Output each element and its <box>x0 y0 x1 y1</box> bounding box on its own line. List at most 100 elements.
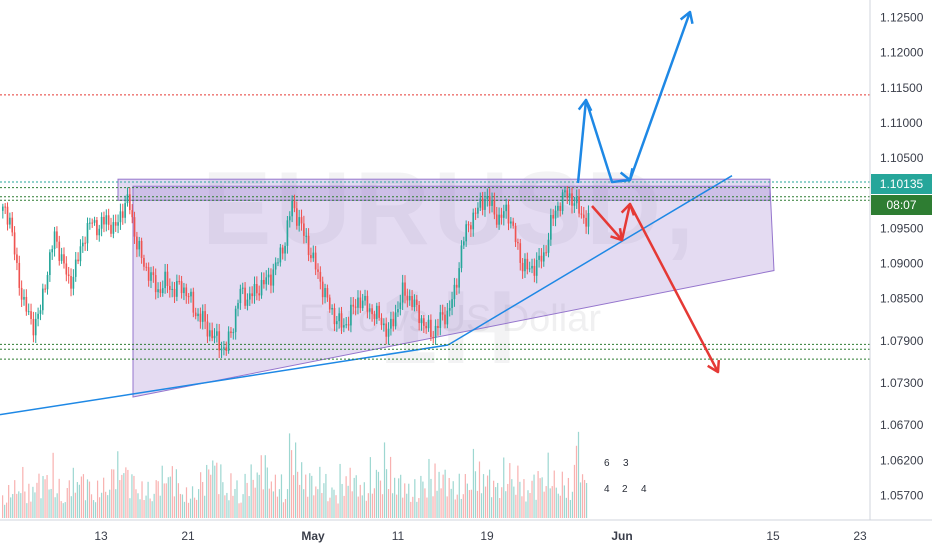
volume-bar <box>491 497 493 518</box>
volume-bar <box>60 501 62 518</box>
candle-body <box>561 192 564 211</box>
candle-body <box>253 283 256 297</box>
candle-body <box>152 272 155 276</box>
volume-bar <box>307 496 309 518</box>
volume-bar <box>571 491 574 518</box>
candles <box>2 186 590 358</box>
volume-bar <box>410 501 412 518</box>
volume-bar <box>272 491 274 518</box>
candle-body <box>216 331 218 336</box>
candle-body <box>467 224 470 226</box>
volume-bar <box>2 495 4 518</box>
volume-bar <box>363 482 365 518</box>
volume-bar <box>497 482 499 518</box>
long-trend-line[interactable] <box>0 344 449 416</box>
candle-body <box>110 224 112 234</box>
candle-body <box>270 274 272 286</box>
volume-bar <box>22 466 24 518</box>
event-flag-icon[interactable]: 3 <box>623 458 629 469</box>
volume-bar <box>551 486 553 518</box>
candle-body <box>246 299 249 306</box>
candle-body <box>190 291 192 297</box>
volume-bar <box>476 490 479 518</box>
volume-bar <box>531 480 533 518</box>
volume-bar <box>428 458 430 518</box>
candle-body <box>44 288 46 290</box>
volume-bar <box>40 498 42 518</box>
economic-events[interactable]: 6 3 4 2 4 <box>590 456 660 518</box>
time-tick-label: 13 <box>94 529 108 543</box>
volume-bar <box>12 493 14 518</box>
candle-body <box>11 217 14 233</box>
volume-bar <box>82 474 85 518</box>
triangle-pattern[interactable] <box>132 185 775 398</box>
bearish-path-arrow[interactable] <box>591 202 720 373</box>
volume-bar <box>375 469 378 518</box>
volume-bar <box>448 477 450 518</box>
volume-bar <box>507 483 509 518</box>
candle-body <box>399 302 402 310</box>
volume-bar <box>353 477 355 518</box>
price-axis[interactable]: 1.125001.120001.115001.110001.105001.101… <box>880 11 924 503</box>
current-price-tag: 1.10135 <box>871 173 932 194</box>
volume-bar <box>10 497 12 518</box>
volume-bar <box>80 476 83 518</box>
arrow-head-icon[interactable] <box>679 10 694 25</box>
candle-body <box>67 274 70 277</box>
candle-body <box>79 246 82 262</box>
bullish-path-arrow[interactable] <box>576 11 692 184</box>
volume-bar <box>6 502 8 518</box>
volume-bar <box>38 473 40 518</box>
event-flag-icon[interactable]: 2 <box>622 484 628 495</box>
event-flag-icon[interactable]: 4 <box>641 484 647 495</box>
candle-body <box>34 318 37 336</box>
volume-bar <box>18 491 20 518</box>
volume-bar <box>191 486 194 518</box>
candle-body <box>564 190 566 193</box>
candle-body <box>150 272 152 281</box>
candle-body <box>488 195 491 206</box>
volume-bar <box>88 481 91 518</box>
volume-bar <box>165 483 167 518</box>
volume-bar <box>323 483 325 518</box>
volume-bar <box>549 488 551 518</box>
candle-body <box>18 262 21 288</box>
candle-body <box>479 198 482 208</box>
volume-bar <box>143 500 145 518</box>
candle-body <box>263 279 265 285</box>
candle-body <box>470 225 472 230</box>
candle-body <box>46 275 49 290</box>
volume-bar <box>339 463 341 518</box>
volume-bar <box>341 483 343 518</box>
volume-bar <box>159 495 161 518</box>
candle-body <box>63 254 65 264</box>
arrow-head-icon[interactable] <box>610 227 624 242</box>
short-trend-line[interactable] <box>447 175 733 346</box>
volume-bar <box>383 442 386 518</box>
event-flag-icon[interactable]: 6 <box>604 458 610 469</box>
arrow-head-icon[interactable] <box>619 167 634 182</box>
volume-bar <box>123 473 125 518</box>
volume-bar <box>555 487 557 518</box>
candle-body <box>331 307 333 310</box>
candle-body <box>237 303 239 309</box>
volume-bar <box>139 499 141 518</box>
volume-bar <box>535 499 537 518</box>
volume-bar <box>444 469 446 518</box>
volume-bar <box>517 465 519 518</box>
candle-body <box>244 287 246 306</box>
event-flag-icon[interactable]: 4 <box>604 484 610 495</box>
price-tick-label: 1.10500 <box>880 151 924 165</box>
arrow-head-icon[interactable] <box>620 202 636 216</box>
candle-body <box>51 249 54 253</box>
arrow-head-icon[interactable] <box>577 98 593 112</box>
candle-body <box>547 239 550 253</box>
time-axis[interactable]: 13 21 May 11 19 Jun 15 23 <box>94 529 867 543</box>
arrow-head-icon[interactable] <box>707 359 721 374</box>
candle-body <box>404 282 406 296</box>
candle-body <box>84 242 86 244</box>
volume-bar <box>167 477 169 518</box>
candle-body <box>458 268 460 288</box>
